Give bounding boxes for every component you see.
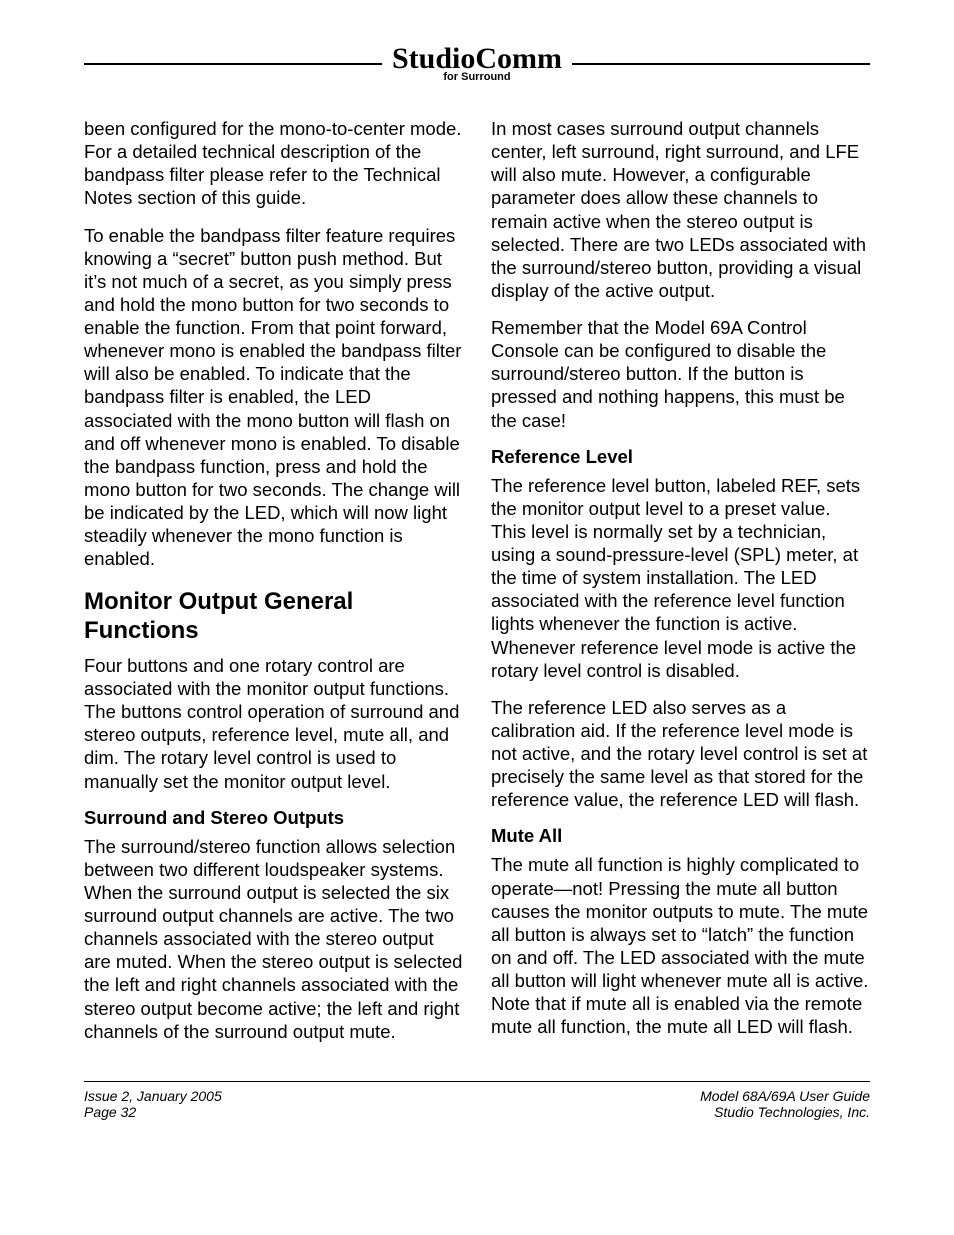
footer-left: Issue 2, January 2005 Page 32 bbox=[84, 1088, 222, 1120]
footer-issue: Issue 2, January 2005 bbox=[84, 1088, 222, 1104]
logo-script: StudioComm bbox=[392, 44, 562, 74]
header-rule: StudioComm for Surround bbox=[84, 44, 870, 83]
paragraph: The surround/stereo function allows sele… bbox=[84, 835, 463, 1043]
footer-model: Model 68A/69A User Guide bbox=[700, 1088, 870, 1104]
header-line-right bbox=[572, 63, 870, 65]
header-line-left bbox=[84, 63, 382, 65]
subheading: Mute All bbox=[491, 825, 870, 847]
footer: Issue 2, January 2005 Page 32 Model 68A/… bbox=[84, 1081, 870, 1120]
paragraph: To enable the bandpass filter feature re… bbox=[84, 224, 463, 571]
page: StudioComm for Surround been configured … bbox=[0, 0, 954, 1152]
subheading: Reference Level bbox=[491, 446, 870, 468]
body-columns: been configured for the mono-to-center m… bbox=[84, 117, 870, 1055]
paragraph: In most cases surround output channels c… bbox=[491, 117, 870, 302]
logo: StudioComm for Surround bbox=[382, 44, 572, 83]
footer-page: Page 32 bbox=[84, 1104, 222, 1120]
paragraph: The mute all function is highly complica… bbox=[491, 853, 870, 1038]
footer-right: Model 68A/69A User Guide Studio Technolo… bbox=[700, 1088, 870, 1120]
subheading: Surround and Stereo Outputs bbox=[84, 807, 463, 829]
footer-company: Studio Technologies, Inc. bbox=[700, 1104, 870, 1120]
paragraph: The reference level button, labeled REF,… bbox=[491, 474, 870, 682]
paragraph: Four buttons and one rotary control are … bbox=[84, 654, 463, 793]
section-heading: Monitor Output General Functions bbox=[84, 588, 463, 646]
paragraph: been configured for the mono-to-center m… bbox=[84, 117, 463, 210]
paragraph: Remember that the Model 69A Control Cons… bbox=[491, 316, 870, 432]
paragraph: The reference LED also serves as a calib… bbox=[491, 696, 870, 812]
